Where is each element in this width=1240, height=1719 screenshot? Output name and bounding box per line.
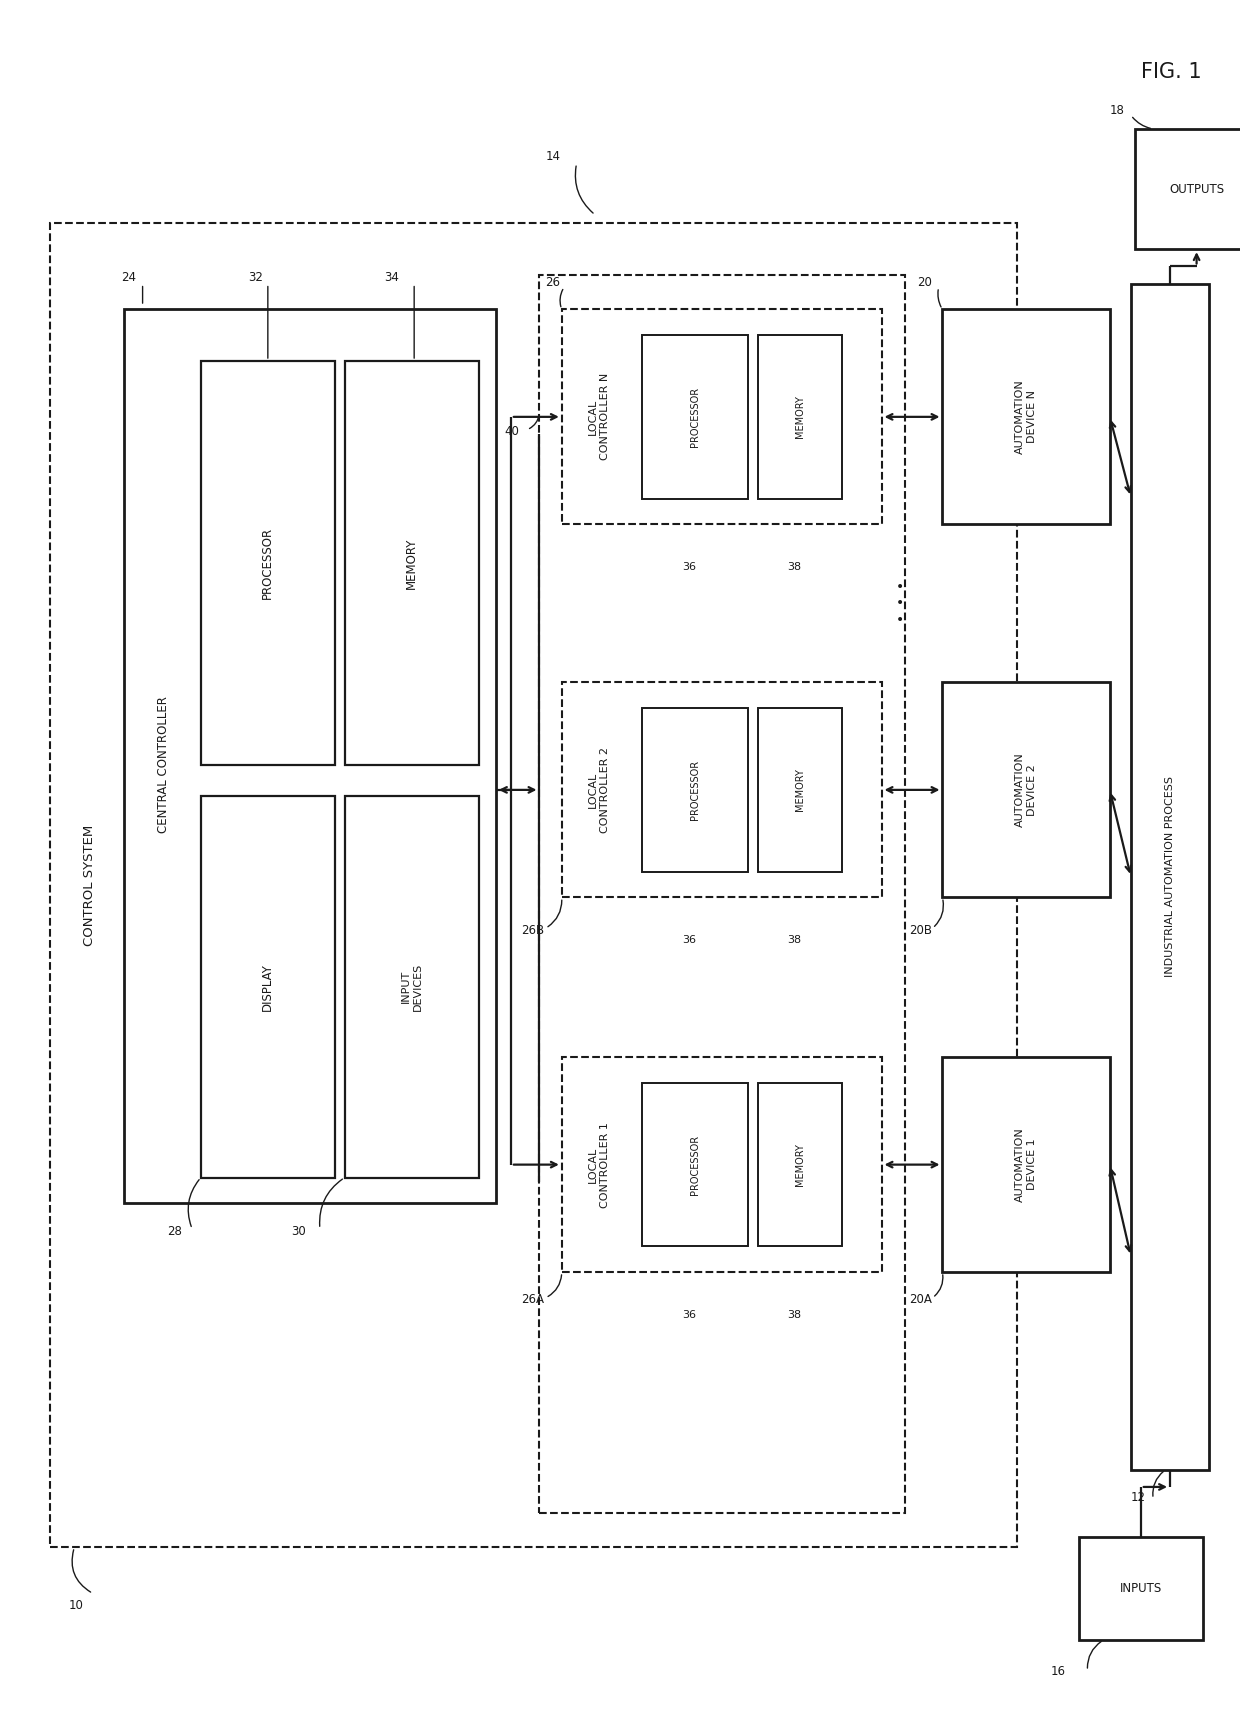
- Bar: [50, 223, 1017, 1547]
- Text: LOCAL
CONTROLLER 2: LOCAL CONTROLLER 2: [588, 746, 610, 834]
- Text: 38: 38: [787, 562, 801, 572]
- Bar: [201, 796, 335, 1178]
- Text: DISPLAY: DISPLAY: [262, 963, 274, 1011]
- Text: MEMORY: MEMORY: [795, 768, 805, 811]
- Bar: [345, 796, 479, 1178]
- Bar: [345, 361, 479, 765]
- Text: FIG. 1: FIG. 1: [1142, 62, 1202, 83]
- Text: LOCAL
CONTROLLER N: LOCAL CONTROLLER N: [588, 373, 610, 461]
- Text: PROCESSOR: PROCESSOR: [689, 387, 701, 447]
- Bar: [642, 708, 748, 872]
- Text: 30: 30: [291, 1224, 306, 1238]
- Text: 10: 10: [68, 1599, 83, 1612]
- Bar: [942, 309, 1110, 524]
- Text: 36: 36: [682, 562, 697, 572]
- Bar: [758, 708, 842, 872]
- Text: 20B: 20B: [909, 923, 932, 937]
- Text: 26B: 26B: [521, 923, 544, 937]
- Text: 16: 16: [1050, 1664, 1065, 1678]
- Text: CONTROL SYSTEM: CONTROL SYSTEM: [83, 825, 95, 945]
- Bar: [201, 361, 335, 765]
- Text: MEMORY: MEMORY: [795, 1143, 805, 1186]
- Text: INDUSTRIAL AUTOMATION PROCESS: INDUSTRIAL AUTOMATION PROCESS: [1164, 777, 1176, 976]
- Text: INPUT
DEVICES: INPUT DEVICES: [401, 963, 423, 1011]
- Text: LOCAL
CONTROLLER 1: LOCAL CONTROLLER 1: [588, 1123, 610, 1207]
- Text: PROCESSOR: PROCESSOR: [689, 1135, 701, 1195]
- Bar: [539, 275, 905, 1513]
- Bar: [562, 309, 882, 524]
- Text: PROCESSOR: PROCESSOR: [262, 528, 274, 598]
- Bar: [942, 1057, 1110, 1272]
- Text: 26A: 26A: [521, 1293, 544, 1306]
- Bar: [562, 682, 882, 897]
- Text: 12: 12: [1131, 1490, 1146, 1504]
- Text: 24: 24: [122, 270, 136, 284]
- Text: AUTOMATION
DEVICE 1: AUTOMATION DEVICE 1: [1016, 1128, 1037, 1202]
- Bar: [1131, 284, 1209, 1470]
- Bar: [758, 1083, 842, 1246]
- Text: OUTPUTS: OUTPUTS: [1169, 182, 1224, 196]
- Text: INPUTS: INPUTS: [1120, 1581, 1162, 1595]
- Bar: [642, 1083, 748, 1246]
- Text: CENTRAL CONTROLLER: CENTRAL CONTROLLER: [157, 696, 170, 834]
- Text: PROCESSOR: PROCESSOR: [689, 760, 701, 820]
- Text: 28: 28: [167, 1224, 182, 1238]
- Bar: [758, 335, 842, 499]
- Text: 38: 38: [787, 935, 801, 945]
- Text: 14: 14: [546, 150, 560, 163]
- Text: 40: 40: [505, 425, 520, 438]
- Bar: [1079, 1537, 1203, 1640]
- Text: 18: 18: [1110, 103, 1125, 117]
- Text: 32: 32: [248, 270, 263, 284]
- Text: MEMORY: MEMORY: [795, 395, 805, 438]
- Text: 20: 20: [918, 275, 932, 289]
- Text: 36: 36: [682, 935, 697, 945]
- Text: 20A: 20A: [909, 1293, 931, 1306]
- Text: 26: 26: [546, 275, 560, 289]
- Text: AUTOMATION
DEVICE N: AUTOMATION DEVICE N: [1016, 380, 1037, 454]
- Text: AUTOMATION
DEVICE 2: AUTOMATION DEVICE 2: [1016, 753, 1037, 827]
- Bar: [1135, 129, 1240, 249]
- Text: 38: 38: [787, 1310, 801, 1320]
- Bar: [942, 682, 1110, 897]
- Bar: [562, 1057, 882, 1272]
- Text: 36: 36: [682, 1310, 697, 1320]
- Text: •
•
•: • • •: [895, 581, 904, 626]
- Text: MEMORY: MEMORY: [405, 538, 418, 588]
- Text: 34: 34: [384, 270, 399, 284]
- Bar: [124, 309, 496, 1203]
- Bar: [642, 335, 748, 499]
